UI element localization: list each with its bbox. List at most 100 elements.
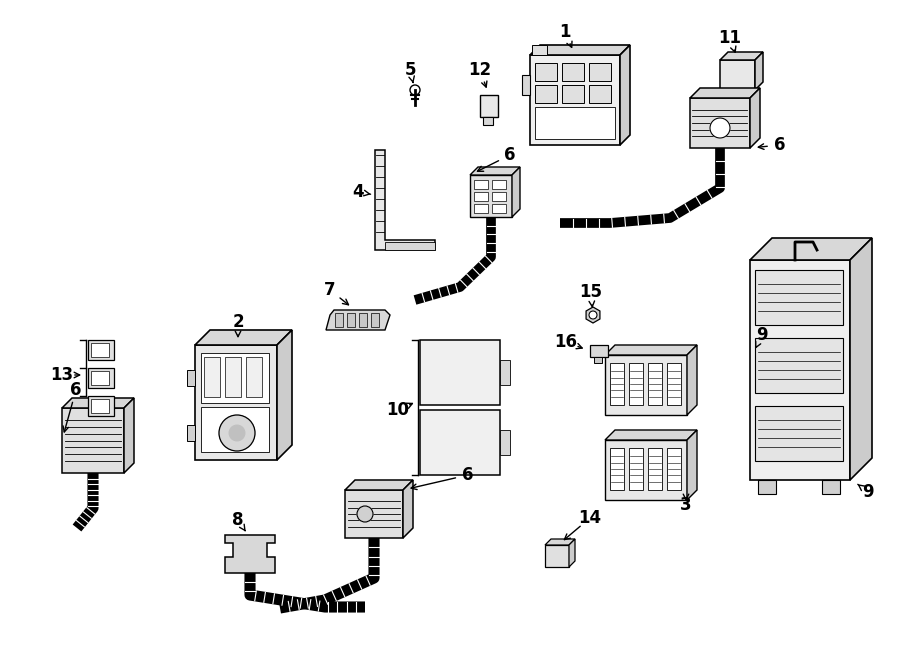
Text: 4: 4 [352,183,364,201]
Bar [589,63,611,81]
Bar [492,192,506,201]
Bar [535,63,557,81]
Bar [91,399,109,413]
Bar [594,357,602,363]
Bar [335,313,343,327]
Text: 9: 9 [862,483,874,501]
Bar [755,338,843,393]
Bar [385,242,435,250]
Text: 2: 2 [232,313,244,331]
Bar [359,313,367,327]
Bar [822,480,840,494]
Bar [755,406,843,461]
Bar [88,396,114,416]
Bar [201,353,269,403]
Bar [492,204,506,213]
Polygon shape [403,480,413,538]
Bar [420,410,500,475]
Bar [246,357,262,397]
Bar [535,107,615,139]
Bar [629,448,643,490]
Polygon shape [620,45,630,145]
Text: 5: 5 [404,61,416,79]
Bar [201,407,269,452]
Bar [648,448,662,490]
Text: 6: 6 [504,146,516,164]
Polygon shape [586,307,600,323]
Polygon shape [750,88,760,148]
Bar [720,60,755,90]
Bar [187,370,195,386]
Bar [91,371,109,385]
Text: 6: 6 [463,466,473,484]
Bar [371,313,379,327]
Polygon shape [345,480,413,490]
Bar [605,355,687,415]
Text: 1: 1 [559,23,571,41]
Bar [562,85,584,103]
Bar [474,180,488,189]
Text: 16: 16 [554,333,578,351]
Bar [88,340,114,360]
Text: 8: 8 [232,511,244,529]
Polygon shape [225,535,275,573]
Bar [610,448,624,490]
Bar [605,440,687,500]
Bar [91,343,109,357]
Text: 15: 15 [580,283,602,301]
Bar [530,55,620,145]
Circle shape [229,425,245,441]
Bar [690,98,750,148]
Bar [88,368,114,388]
Polygon shape [470,167,520,175]
Bar [474,204,488,213]
Polygon shape [195,330,292,345]
Polygon shape [687,345,697,415]
Bar [225,357,241,397]
Circle shape [357,506,373,522]
Polygon shape [687,430,697,500]
Polygon shape [750,238,872,260]
Bar [522,75,530,95]
Polygon shape [605,430,697,440]
Bar [480,95,498,117]
Polygon shape [605,345,697,355]
Bar [470,175,512,217]
Polygon shape [720,52,763,60]
Bar [345,490,403,538]
Text: 13: 13 [50,366,74,384]
Bar [629,363,643,405]
Bar [532,45,547,55]
Bar [562,63,584,81]
Polygon shape [512,167,520,217]
Bar [589,85,611,103]
Bar [667,448,681,490]
Bar [755,270,843,325]
Text: 12: 12 [468,61,491,79]
Bar [195,345,277,460]
Bar [187,425,195,441]
Polygon shape [124,398,134,473]
Bar [204,357,220,397]
Bar [535,85,557,103]
Polygon shape [326,310,390,330]
Bar [500,360,510,385]
Text: 6: 6 [70,381,82,399]
Polygon shape [569,539,575,567]
Polygon shape [62,398,134,408]
Bar [347,313,355,327]
Polygon shape [755,52,763,90]
Bar [420,340,500,405]
Bar [590,345,608,357]
Bar [545,545,569,567]
Bar [667,363,681,405]
Bar [474,192,488,201]
Polygon shape [277,330,292,460]
Text: 11: 11 [718,29,742,47]
Polygon shape [690,88,760,98]
Circle shape [410,85,420,95]
Bar [500,430,510,455]
Text: 6: 6 [774,136,786,154]
Bar [610,363,624,405]
Text: 3: 3 [680,496,692,514]
